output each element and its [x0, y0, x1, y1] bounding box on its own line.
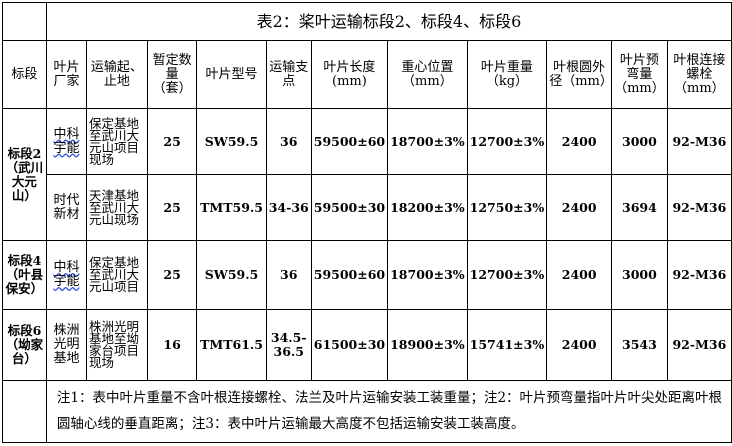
weight-cell: 12700±3% — [466, 240, 548, 310]
table-title: 表2：桨叶运输标段2、标段4、标段6 — [45, 2, 732, 41]
length-cell: 61500±30 — [310, 309, 389, 381]
header-cell: 运输支点 — [265, 40, 312, 109]
prebend-cell: 3000 — [611, 240, 668, 310]
root-cell: 2400 — [546, 240, 613, 310]
bolt-cell: 92-M36 — [666, 108, 732, 175]
maker-cell: 中科宇能 — [53, 126, 80, 156]
table-row: 标段2（武川大元山） 中科宇能 保定基地至武川大元山项目现场 25 SW59.5… — [2, 108, 732, 241]
section-cell: 标段4（叶县保安） — [2, 240, 47, 310]
maker-cell: 时代新材 — [45, 174, 88, 241]
cog-cell: 18900±3% — [387, 309, 468, 381]
empty-cell — [2, 380, 47, 443]
header-cell: 叶根圆外径（mm） — [546, 40, 613, 109]
root-cell: 2400 — [546, 174, 613, 241]
qty-cell: 25 — [146, 174, 198, 241]
empty-cell — [2, 2, 47, 41]
section-cell: 标段2（武川大元山） — [2, 108, 47, 241]
cog-cell: 18700±3% — [387, 108, 468, 175]
length-cell: 59500±30 — [310, 174, 389, 241]
bolt-cell: 92-M36 — [666, 309, 732, 381]
prebend-cell: 3694 — [611, 174, 668, 241]
length-cell: 59500±60 — [310, 240, 389, 310]
root-cell: 2400 — [546, 309, 613, 381]
header-cell: 叶片重量（kg） — [466, 40, 548, 109]
model-cell: SW59.5 — [196, 240, 267, 310]
header-cell: 叶片厂家 — [45, 40, 88, 109]
route-cell: 保定基地至武川大元山项目现场 — [86, 108, 148, 175]
length-cell: 59500±60 — [310, 108, 389, 175]
section-cell: 标段6（坳家台） — [2, 309, 47, 381]
qty-cell: 25 — [146, 240, 198, 310]
route-cell: 株洲光明基地至坳家台项目现场 — [86, 309, 148, 381]
support-cell: 34.5-36.5 — [265, 309, 312, 381]
header-row: 标段 叶片厂家 运输起、止地 暂定数量（套） 叶片型号 运输支点 叶片长度(mm… — [2, 40, 732, 109]
table-row: 标段4（叶县保安） 中科宇能 保定基地至武川大元山项目 25 SW59.5 36… — [2, 240, 732, 310]
prebend-cell: 3543 — [611, 309, 668, 381]
bolt-cell: 92-M36 — [666, 240, 732, 310]
cog-cell: 18200±3% — [387, 174, 468, 241]
header-cell: 重心位置（mm） — [387, 40, 468, 109]
model-cell: SW59.5 — [196, 108, 267, 175]
header-cell: 叶根连接螺栓（mm） — [666, 40, 732, 109]
header-cell: 暂定数量（套） — [146, 40, 198, 109]
table-row: 标段6（坳家台） 株洲光明基地 株洲光明基地至坳家台项目现场 16 TMT61.… — [2, 309, 732, 381]
header-cell: 叶片预弯量（mm） — [611, 40, 668, 109]
weight-cell: 15741±3% — [466, 309, 548, 381]
weight-cell: 12750±3% — [466, 174, 548, 241]
support-cell: 36 — [265, 108, 312, 175]
maker-cell: 株洲光明基地 — [45, 309, 88, 381]
table-note: 注1：表中叶片重量不含叶根连接螺栓、法兰及叶片运输安装工装重量；注2：叶片预弯量… — [45, 380, 732, 443]
header-cell: 叶片型号 — [196, 40, 267, 109]
route-cell: 天津基地至武川大元山现场 — [86, 174, 148, 241]
support-cell: 34-36 — [265, 174, 312, 241]
bolt-cell: 92-M36 — [666, 174, 732, 241]
header-cell: 叶片长度(mm) — [310, 40, 389, 109]
qty-cell: 25 — [146, 108, 198, 175]
model-cell: TMT59.5 — [196, 174, 267, 241]
weight-cell: 12700±3% — [466, 108, 548, 175]
prebend-cell: 3000 — [611, 108, 668, 175]
route-cell: 保定基地至武川大元山项目 — [86, 240, 148, 310]
cog-cell: 18700±3% — [387, 240, 468, 310]
support-cell: 36 — [265, 240, 312, 310]
model-cell: TMT61.5 — [196, 309, 267, 381]
header-cell: 运输起、止地 — [86, 40, 148, 109]
header-cell: 标段 — [2, 40, 47, 109]
table-row: 时代新材 天津基地至武川大元山现场 25 TMT59.5 34-36 59500… — [3, 174, 732, 241]
maker-cell: 中科宇能 — [53, 260, 80, 289]
qty-cell: 16 — [146, 309, 198, 381]
root-cell: 2400 — [546, 108, 613, 175]
